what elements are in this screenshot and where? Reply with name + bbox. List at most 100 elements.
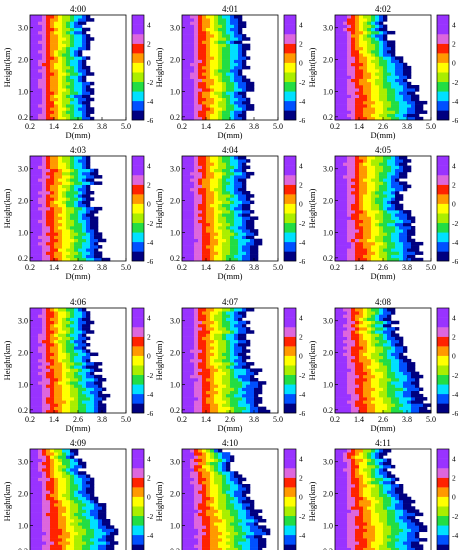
heatmap-cell <box>58 213 63 217</box>
heatmap-cell <box>363 107 368 111</box>
heatmap-cell <box>198 358 203 363</box>
heatmap-cell <box>186 317 191 322</box>
heatmap-cell <box>210 235 215 240</box>
heatmap-cell <box>62 339 67 344</box>
heatmap-cell <box>222 168 227 173</box>
heatmap-cell <box>186 50 191 54</box>
heatmap-cell <box>222 200 227 205</box>
heatmap-cell <box>94 226 99 230</box>
x-tick-label: 0.2 <box>330 263 340 272</box>
heatmap-cell <box>395 72 400 76</box>
heatmap-cell <box>234 50 239 54</box>
heatmap-cell <box>379 210 384 214</box>
y-tick-label: 1.0 <box>323 87 333 96</box>
heatmap-cell <box>375 27 380 32</box>
heatmap-cell <box>367 100 372 105</box>
heatmap-cell <box>363 59 368 64</box>
heatmap-cell <box>210 27 215 32</box>
heatmap-cell <box>186 403 191 407</box>
heatmap-cell <box>202 88 207 92</box>
heatmap-cell <box>42 191 47 195</box>
heatmap-cell <box>391 213 396 217</box>
heatmap-cell <box>226 69 231 73</box>
heatmap-cells <box>182 308 271 414</box>
heatmap-cell <box>102 387 107 392</box>
heatmap-cell <box>198 343 203 347</box>
heatmap-cell <box>339 53 344 57</box>
heatmap-cell <box>74 159 79 163</box>
heatmap-cell <box>46 40 51 44</box>
heatmap-cell <box>395 393 400 398</box>
colorbar-tick-label: 0 <box>452 200 456 209</box>
heatmap-cell <box>46 251 51 255</box>
heatmap-cell <box>30 235 35 240</box>
heatmap-cell <box>387 46 392 51</box>
colorbar-swatch <box>437 53 449 63</box>
heatmap-cell <box>46 229 51 233</box>
heatmap-cell <box>222 34 227 38</box>
x-tick-label: 2.6 <box>73 122 83 131</box>
heatmap-cell <box>34 381 39 385</box>
heatmap-cell <box>415 251 420 255</box>
heatmap-cell <box>42 216 47 220</box>
heatmap-cell <box>62 97 67 102</box>
heatmap-cell <box>74 254 79 259</box>
heatmap-cell <box>335 406 340 411</box>
heatmap-cell <box>186 257 191 262</box>
heatmap-cell <box>54 197 59 201</box>
heatmap-cell <box>62 327 67 331</box>
heatmap-cell <box>202 206 207 211</box>
panel-title: 4:05 <box>375 145 392 155</box>
heatmap-cell <box>246 85 251 89</box>
heatmap-cell <box>202 53 207 57</box>
heatmap-cell <box>335 181 340 185</box>
heatmap-cell <box>78 159 83 163</box>
heatmap-cell <box>379 235 384 240</box>
heatmap-cell <box>186 374 191 379</box>
heatmap-cell <box>34 81 39 86</box>
heatmap-cell <box>222 181 227 185</box>
heatmap-cell <box>383 94 388 99</box>
heatmap-cell <box>411 226 416 230</box>
heatmap-cell <box>355 107 360 111</box>
heatmap-cell <box>250 254 255 259</box>
heatmap-cell <box>363 210 368 214</box>
heatmap-cell <box>343 69 348 73</box>
heatmap-cell <box>202 352 207 357</box>
heatmap-cell <box>234 69 239 73</box>
heatmap-cell <box>74 241 79 246</box>
heatmap-cell <box>226 222 231 227</box>
heatmap-cell <box>66 197 71 201</box>
heatmap-cell <box>363 184 368 189</box>
heatmap-cell <box>74 330 79 334</box>
heatmap-cell <box>38 339 43 344</box>
heatmap-cell <box>86 197 91 201</box>
heatmap-cell <box>94 397 99 401</box>
heatmap-cell <box>383 72 388 76</box>
heatmap-cell <box>58 235 63 240</box>
heatmap-cell <box>78 100 83 105</box>
heatmap-cell <box>343 257 348 262</box>
heatmap-cell <box>347 18 352 22</box>
heatmap-cell <box>70 194 75 198</box>
heatmap-cell <box>242 50 247 54</box>
heatmap-cell <box>182 171 187 176</box>
heatmap-cell <box>198 210 203 214</box>
heatmap-cell <box>82 355 87 360</box>
heatmap-cell <box>46 156 51 160</box>
heatmap-cell <box>42 327 47 331</box>
heatmap-cell <box>182 104 187 108</box>
heatmap-cell <box>182 50 187 54</box>
heatmap-cell <box>38 62 43 67</box>
colorbar-swatch <box>437 91 449 102</box>
heatmap-cell <box>355 226 360 230</box>
heatmap-cell <box>194 206 199 211</box>
heatmap-cell <box>242 21 247 25</box>
heatmap-cell <box>66 59 71 64</box>
heatmap-cell <box>102 393 107 398</box>
heatmap-cell <box>50 339 55 344</box>
heatmap-cell <box>226 37 231 41</box>
heatmap-cell <box>94 232 99 236</box>
heatmap-cell <box>38 390 43 395</box>
heatmap-cell <box>42 229 47 233</box>
